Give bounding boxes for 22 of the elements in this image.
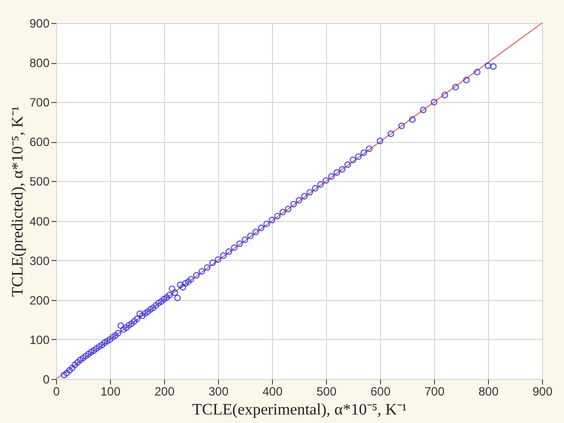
y-axis-title: TCLE(predicted), α*10⁻⁵, K⁻¹ [9, 106, 26, 297]
y-tick-label: 100 [29, 332, 50, 347]
x-tick-label: 800 [478, 384, 499, 398]
y-tick-label: 700 [29, 96, 50, 110]
x-tick-label: 600 [370, 384, 391, 398]
x-tick-label: 700 [424, 384, 445, 398]
y-tick-label: 800 [29, 56, 50, 70]
y-tick-label: 200 [29, 293, 50, 308]
y-tick-label: 500 [29, 174, 50, 189]
y-tick-label: 600 [29, 135, 50, 150]
x-axis-title: TCLE(experimental), α*10⁻⁵, K⁻¹ [192, 402, 407, 418]
x-tick-label: 900 [532, 384, 553, 398]
x-tick-label: 300 [208, 384, 229, 398]
y-tick-label: 300 [29, 254, 50, 268]
x-tick-label: 100 [100, 384, 121, 398]
y-tick-label: 400 [29, 214, 50, 228]
x-tick-label: 0 [53, 384, 60, 398]
x-tick-label: 200 [154, 384, 175, 398]
x-tick-label: 400 [262, 384, 283, 398]
y-tick-label: 900 [29, 16, 50, 30]
y-tick-label: 0 [42, 372, 50, 386]
x-tick-label: 500 [316, 384, 337, 398]
